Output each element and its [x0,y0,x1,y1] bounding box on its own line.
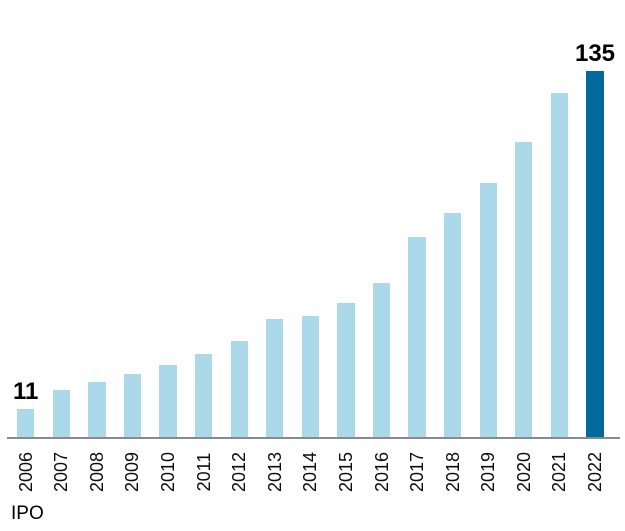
x-tick-label-2013: 2013 [264,451,285,493]
bar-2008 [88,382,106,439]
x-tick-label-2017: 2017 [407,451,428,493]
bar-2017 [408,237,426,439]
bar-2010 [159,365,177,439]
x-tick-label-2008: 2008 [86,451,107,493]
bar-2012 [230,341,248,439]
x-tick-label-2012: 2012 [229,451,250,493]
x-tick-label-2011: 2011 [193,452,214,492]
x-tick-label-2021: 2021 [549,451,570,493]
x-tick-label-2019: 2019 [478,451,499,493]
bar-2022 [586,71,604,439]
x-tick-label-2010: 2010 [158,451,178,493]
bar-2018 [444,213,462,439]
x-tick-label-2014: 2014 [300,451,321,493]
bar-2009 [123,374,142,439]
data-label-2022: 135 [574,40,616,67]
bar-2006 [17,409,35,439]
x-axis-caption: IPO [11,503,44,524]
bar-2014 [301,316,319,439]
bar-2013 [266,319,284,439]
bar-2021 [550,93,569,439]
bar-2011 [194,354,213,439]
x-tick-label-2016: 2016 [371,451,392,493]
x-tick-label-2009: 2009 [122,451,143,493]
x-tick-label-2006: 2006 [15,451,36,493]
x-tick-label-2018: 2018 [442,451,463,493]
x-tick-label-2007: 2007 [51,451,72,493]
bar-2016 [372,283,391,439]
chart-plot-area: 11 135 [7,40,620,439]
bar-2007 [52,390,70,439]
x-axis-line [7,437,620,439]
x-tick-label-2015: 2015 [335,451,356,493]
data-label-2006: 11 [13,378,39,405]
bar-2015 [337,303,355,439]
x-tick-label-2020: 2020 [513,451,534,493]
bar-2020 [515,142,533,439]
x-tick-label-2022: 2022 [585,451,605,493]
bar-2019 [479,183,497,439]
